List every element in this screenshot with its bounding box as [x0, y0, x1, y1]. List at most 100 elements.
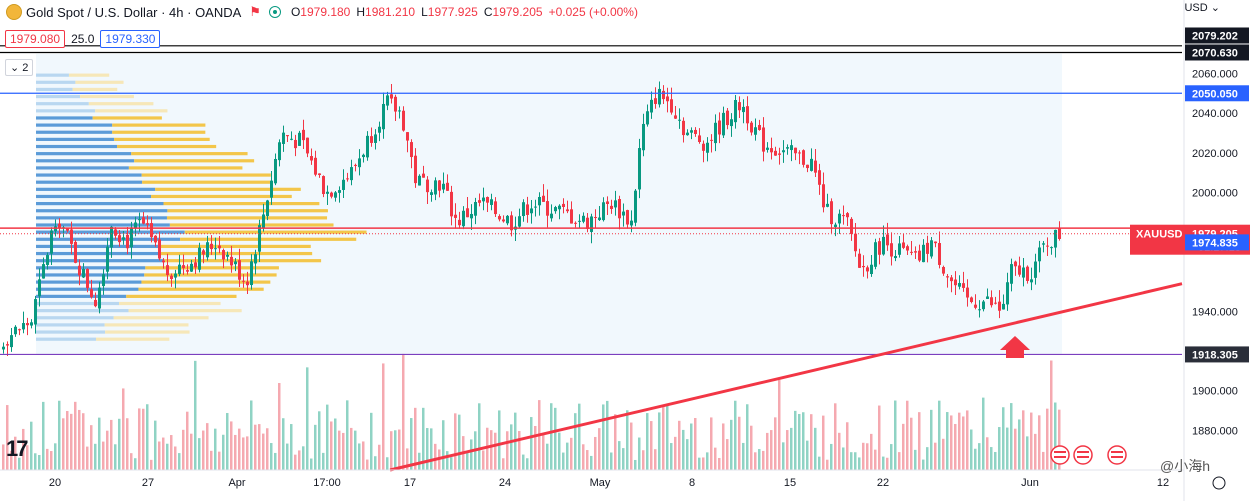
candle-body	[710, 139, 713, 141]
candle-body	[934, 241, 937, 244]
volume-bar	[146, 404, 149, 470]
volume-bar	[930, 409, 933, 470]
volume-bar	[718, 457, 721, 470]
volume-bar	[158, 441, 161, 470]
volume-bar	[218, 451, 221, 470]
volume-bar	[346, 400, 349, 470]
volume-bar	[814, 427, 817, 470]
volume-bar	[962, 416, 965, 470]
volume-bar	[166, 443, 169, 470]
eye-icon[interactable]	[268, 6, 281, 18]
currency-select[interactable]: USD ⌄	[1184, 2, 1220, 14]
volume-bar	[998, 427, 1001, 470]
candle-body	[270, 180, 273, 198]
volume-profile-bar	[144, 273, 277, 277]
volume-profile-bar	[142, 180, 272, 184]
candle-body	[618, 199, 621, 219]
volume-profile-bar	[159, 244, 311, 249]
candle-body	[134, 222, 137, 228]
volume-bar	[114, 444, 117, 470]
volume-profile-bar	[36, 187, 156, 191]
volume-profile-bar	[36, 266, 146, 270]
volume-bar	[726, 439, 729, 470]
volume-bar	[822, 415, 825, 470]
volume-bar	[90, 425, 93, 470]
volume-profile-bar	[36, 173, 142, 177]
volume-bar	[1026, 436, 1029, 470]
time-tick-label: Jun	[1021, 477, 1039, 489]
volume-bar	[910, 417, 913, 470]
volume-profile-bar	[126, 294, 237, 298]
candle-body	[978, 309, 981, 311]
volume-bar	[370, 412, 373, 470]
candle-body	[438, 180, 441, 191]
volume-bar	[234, 434, 237, 470]
volume-profile-bar	[80, 94, 134, 99]
candle-body	[138, 219, 141, 221]
volume-bar	[222, 434, 225, 470]
us-flag-icon	[1077, 451, 1089, 453]
volume-bar	[690, 423, 693, 470]
volume-bar	[942, 438, 945, 470]
candle-body	[842, 215, 845, 217]
volume-bar	[390, 431, 393, 470]
volume-profile-bar	[163, 202, 320, 206]
volume-bar	[670, 443, 673, 470]
volume-profile-bar	[36, 80, 76, 84]
indicator-collapse-toggle[interactable]: ⌄ 2	[5, 59, 34, 76]
volume-bar	[882, 456, 885, 470]
candle-body	[822, 184, 825, 208]
candle-body	[182, 265, 185, 269]
time-tick-label: 12	[1157, 477, 1169, 489]
candle-body	[686, 132, 689, 136]
volume-bar	[810, 414, 813, 470]
volume-profile-bar	[36, 237, 181, 241]
candle-body	[798, 152, 801, 154]
volume-bar	[334, 418, 337, 470]
volume-profile-bar	[92, 116, 162, 120]
candle-body	[10, 335, 13, 348]
candle-body	[870, 264, 873, 275]
volume-bar	[894, 400, 897, 470]
volume-bar	[954, 423, 957, 470]
candle-body	[314, 157, 317, 175]
bell-icon[interactable]: ⚑	[249, 4, 261, 19]
volume-profile-bar	[36, 159, 135, 163]
volume-bar	[330, 421, 333, 470]
us-flag-icon	[1054, 456, 1066, 458]
volume-profile-bar	[164, 259, 322, 263]
volume-bar	[594, 436, 597, 470]
candle-body	[726, 110, 729, 126]
candle-body	[906, 246, 909, 251]
buy-button[interactable]: 1979.330	[100, 30, 161, 48]
candle-body	[914, 251, 917, 253]
sell-button[interactable]: 1979.080	[5, 30, 66, 48]
time-tick-label: Apr	[228, 477, 245, 489]
candle-body	[518, 216, 521, 227]
candle-body	[606, 201, 609, 205]
candle-body	[1026, 266, 1029, 281]
candle-body	[106, 246, 109, 272]
price-tick-label: 2040.000	[1192, 108, 1238, 120]
candle-body	[426, 179, 429, 193]
volume-profile-bar	[36, 94, 81, 99]
price-level-value: 1918.305	[1192, 349, 1238, 361]
candle-body	[1034, 261, 1037, 278]
volume-bar	[806, 440, 809, 470]
volume-profile-bar	[36, 194, 152, 199]
candle-body	[322, 176, 325, 195]
volume-bar	[454, 413, 457, 470]
symbol-title[interactable]: Gold Spot / U.S. Dollar · 4h · OANDA	[0, 4, 241, 20]
candle-body	[802, 150, 805, 165]
volume-bar	[1010, 403, 1013, 470]
volume-profile-bar	[36, 337, 97, 341]
volume-bar	[794, 410, 797, 470]
candle-body	[486, 197, 489, 203]
volume-profile-bar	[36, 102, 89, 106]
candle-body	[790, 145, 793, 151]
volume-bar	[986, 437, 989, 470]
candle-body	[886, 234, 889, 246]
volume-bar	[298, 450, 301, 470]
candle-body	[326, 191, 329, 194]
